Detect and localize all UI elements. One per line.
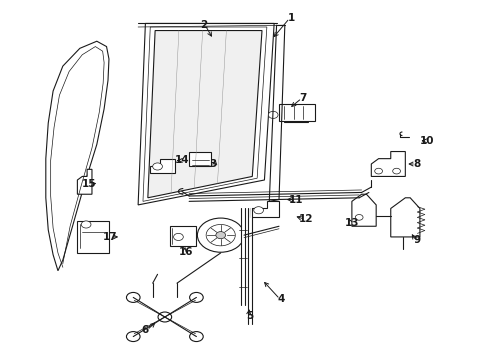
Text: 4: 4	[278, 294, 285, 304]
Text: 14: 14	[174, 156, 189, 166]
Polygon shape	[148, 31, 262, 198]
Circle shape	[197, 218, 244, 252]
Circle shape	[158, 312, 172, 322]
Text: 6: 6	[142, 325, 149, 335]
Bar	[279, 104, 316, 121]
Bar	[77, 221, 109, 253]
Text: 7: 7	[299, 93, 307, 103]
Text: 10: 10	[420, 136, 435, 146]
Text: 5: 5	[246, 311, 253, 321]
Circle shape	[375, 168, 383, 174]
Polygon shape	[150, 159, 174, 173]
Polygon shape	[250, 201, 279, 217]
Circle shape	[355, 215, 363, 220]
Polygon shape	[46, 41, 109, 271]
Polygon shape	[138, 23, 274, 205]
Polygon shape	[391, 198, 420, 237]
Circle shape	[254, 207, 264, 214]
Text: 11: 11	[289, 194, 303, 204]
Circle shape	[216, 231, 225, 239]
Text: 17: 17	[102, 232, 117, 242]
Text: 13: 13	[344, 218, 359, 228]
Text: 1: 1	[288, 13, 295, 23]
Text: 15: 15	[82, 179, 97, 189]
Circle shape	[153, 163, 162, 170]
Polygon shape	[352, 194, 376, 226]
Text: 3: 3	[210, 159, 217, 169]
Text: 8: 8	[414, 159, 421, 169]
Text: 16: 16	[178, 247, 193, 257]
Circle shape	[81, 221, 91, 228]
Text: 9: 9	[414, 235, 421, 246]
Circle shape	[392, 168, 400, 174]
Text: 2: 2	[200, 20, 207, 30]
Circle shape	[173, 233, 183, 240]
Circle shape	[126, 332, 140, 342]
Text: 12: 12	[298, 214, 313, 224]
Circle shape	[190, 332, 203, 342]
Bar	[189, 152, 211, 166]
Bar	[170, 226, 196, 246]
Polygon shape	[77, 169, 92, 194]
Circle shape	[206, 225, 235, 246]
Circle shape	[126, 292, 140, 302]
Polygon shape	[371, 152, 405, 176]
Circle shape	[190, 292, 203, 302]
Circle shape	[269, 111, 278, 118]
